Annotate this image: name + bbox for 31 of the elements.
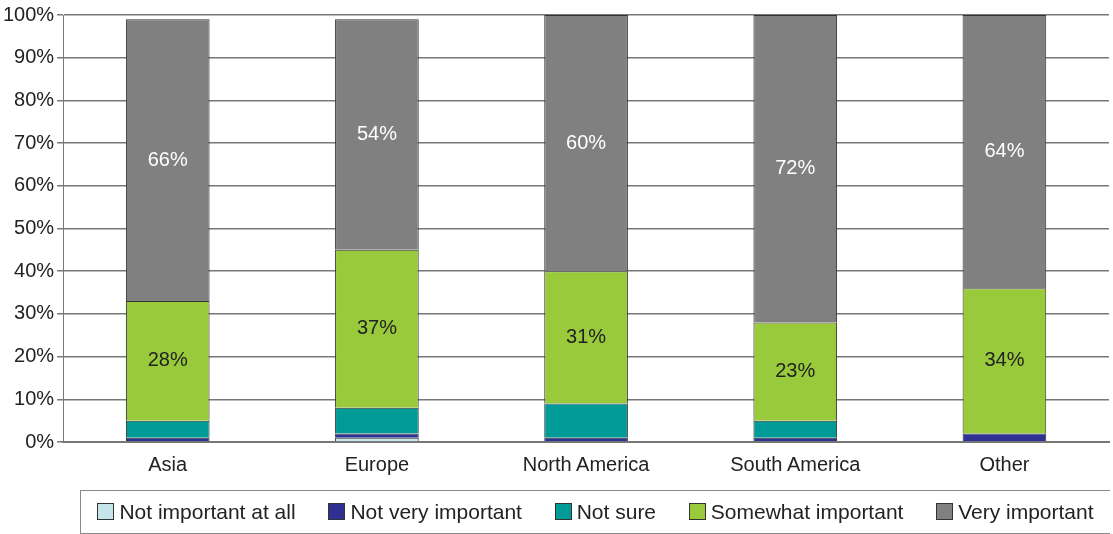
data-label: 34%: [984, 348, 1025, 371]
x-tick-label: Other: [979, 452, 1030, 475]
legend-label: Not sure: [575, 500, 657, 524]
y-tick-label: 90%: [14, 45, 55, 68]
data-label: 72%: [775, 156, 816, 179]
y-tick-label: 0%: [25, 429, 55, 452]
x-tick-label: South America: [730, 452, 862, 475]
data-label: 54%: [356, 122, 398, 145]
data-label: 37%: [356, 316, 398, 339]
legend-label: Very important: [957, 500, 1094, 524]
y-tick-label: 20%: [14, 344, 55, 367]
x-tick-label: North America: [522, 452, 651, 475]
data-label: 31%: [566, 324, 607, 347]
data-label: 66%: [147, 147, 188, 170]
y-tick-label: 50%: [14, 216, 55, 239]
y-tick-label: 30%: [14, 301, 55, 324]
y-tick-label: 10%: [14, 386, 55, 409]
x-tick-label: Asia: [148, 452, 189, 475]
y-tick-label: 40%: [14, 258, 55, 281]
data-label: 64%: [984, 139, 1025, 162]
y-tick-label: 100%: [3, 2, 55, 25]
y-tick-label: 70%: [14, 130, 55, 153]
legend-label: Not important at all: [118, 500, 296, 524]
x-tick-label: Europe: [344, 452, 410, 475]
y-tick-label: 80%: [14, 87, 55, 110]
data-label: 23%: [775, 359, 816, 382]
data-label: 60%: [566, 130, 607, 153]
y-tick-label: 60%: [14, 173, 55, 196]
data-label: 28%: [147, 348, 188, 371]
legend-label: Somewhat important: [709, 500, 904, 524]
legend-label: Not very important: [349, 500, 522, 524]
